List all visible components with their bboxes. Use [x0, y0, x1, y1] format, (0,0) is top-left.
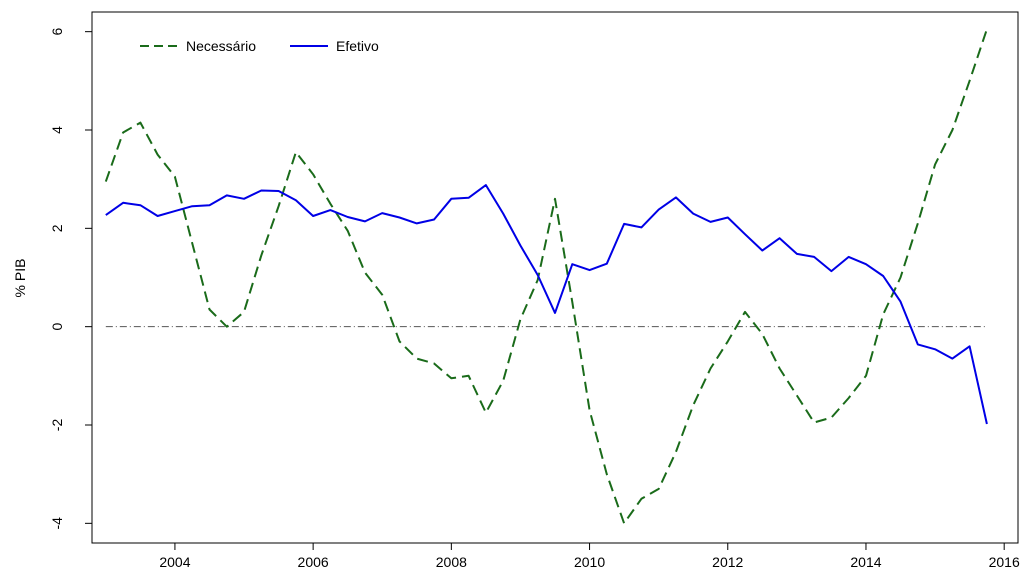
axes: 2004 2006 2008 2010 2012 2014 2016 -4 -2 0 2 4 6	[49, 28, 1020, 570]
x-tick-label: 2010	[574, 554, 605, 569]
x-tick-label: 2012	[712, 554, 743, 569]
x-tick-label: 2016	[989, 554, 1020, 569]
legend-label: Necessário	[186, 38, 256, 54]
legend: Necessário Efetivo	[140, 38, 379, 54]
y-tick-label: -4	[49, 517, 65, 530]
legend-label: Efetivo	[336, 38, 379, 54]
y-tick-label: 6	[49, 28, 65, 36]
x-tick-label: 2004	[159, 554, 190, 569]
y-tick-label: 4	[49, 126, 65, 134]
x-tick-label: 2008	[436, 554, 467, 569]
y-axis-label: % PIB	[12, 259, 28, 298]
y-tick-label: 2	[49, 224, 65, 232]
series-line-efetivo	[105, 184, 988, 425]
x-tick-label: 2006	[298, 554, 329, 569]
y-tick-label: -2	[49, 419, 65, 432]
series-group	[104, 28, 988, 525]
series-line-necessario	[104, 28, 988, 525]
plot-frame	[91, 11, 1019, 544]
y-tick-label: 0	[49, 323, 65, 331]
x-tick-label: 2014	[850, 554, 881, 569]
